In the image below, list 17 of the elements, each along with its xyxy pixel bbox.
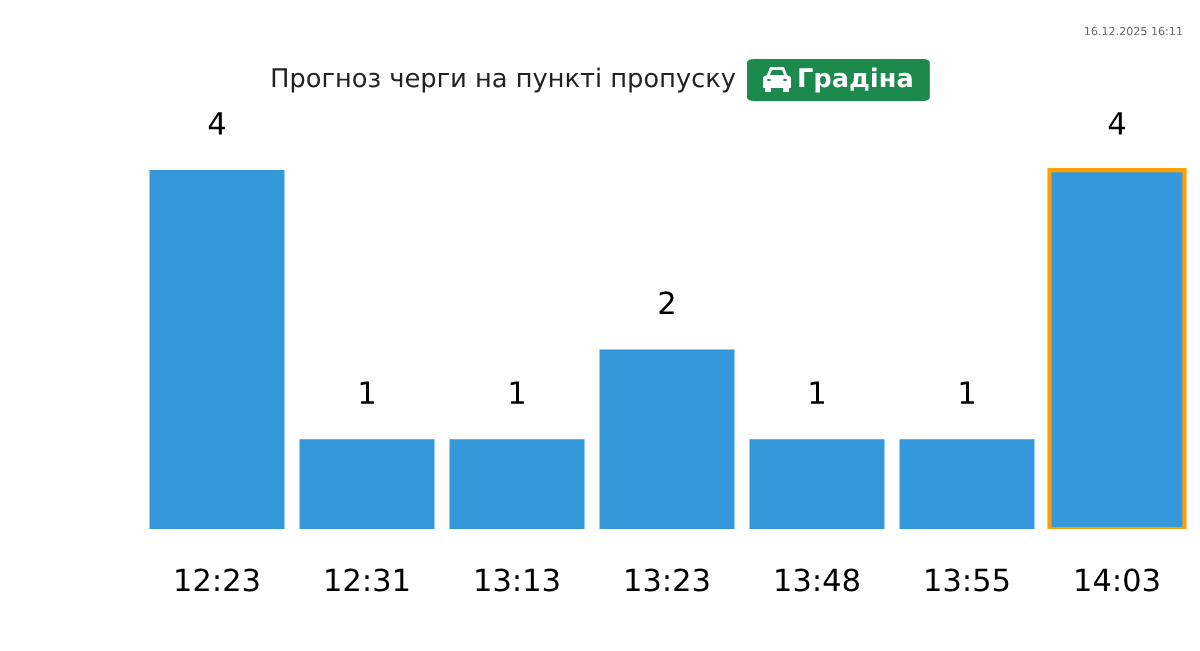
chart-subtitle: Градіна (799, 67, 912, 93)
data-label: 4 (1108, 112, 1126, 135)
x-tick-label: 13:48 (776, 568, 859, 592)
x-tick-label: 12:31 (326, 568, 409, 592)
data-label: 1 (360, 381, 374, 404)
x-tick-label: 14:03 (1076, 568, 1159, 592)
x-tick-label: 13:55 (926, 568, 1009, 592)
x-tick-label: 13:13 (476, 568, 559, 592)
data-label: 4 (208, 112, 226, 135)
data-label: 1 (810, 381, 824, 404)
data-label: 1 (510, 381, 524, 404)
chart-title: Прогноз черги на пункті пропуску (272, 67, 736, 93)
x-tick-label: 13:23 (626, 568, 709, 592)
data-label: 2 (659, 291, 674, 315)
data-label: 1 (960, 381, 974, 404)
x-tick-label: 12:23 (176, 568, 259, 592)
text: 16.12.2025 16:11 (1085, 26, 1182, 36)
